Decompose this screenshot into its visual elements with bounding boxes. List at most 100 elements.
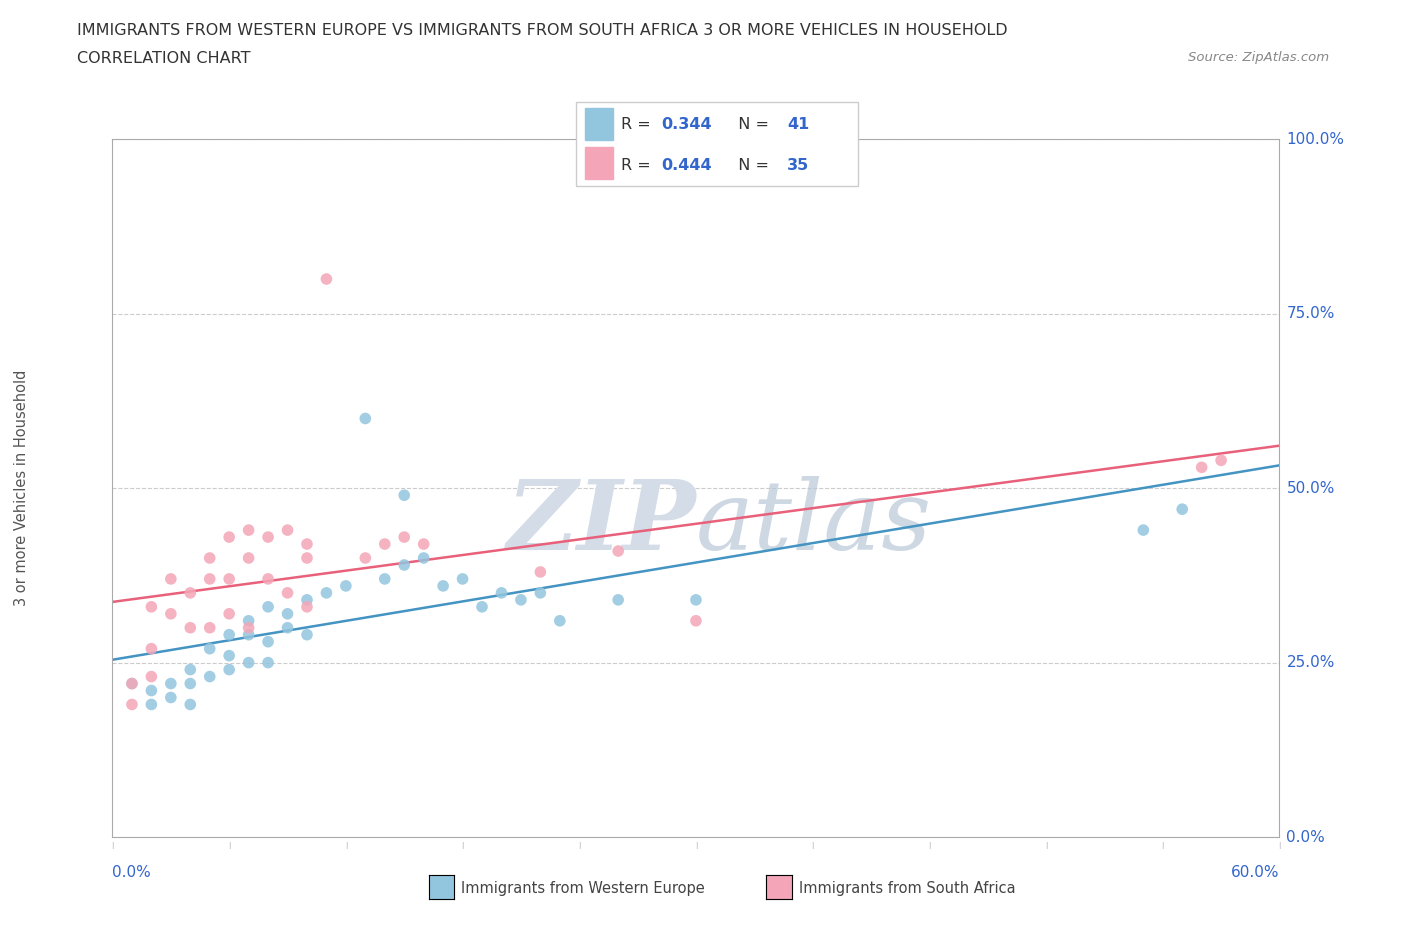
Point — [238, 523, 260, 538]
Point — [179, 676, 201, 691]
Point — [607, 543, 630, 558]
Point — [257, 600, 280, 615]
Point — [238, 655, 260, 670]
Point — [238, 614, 260, 629]
Point — [218, 628, 240, 643]
Text: |: | — [1045, 842, 1047, 849]
Point — [238, 551, 260, 565]
Text: Source: ZipAtlas.com: Source: ZipAtlas.com — [1188, 51, 1329, 64]
Point — [218, 530, 240, 545]
Text: 0.444: 0.444 — [661, 158, 711, 173]
Point — [295, 600, 318, 615]
Text: CORRELATION CHART: CORRELATION CHART — [77, 51, 250, 66]
Point — [295, 537, 318, 551]
Text: Immigrants from South Africa: Immigrants from South Africa — [799, 881, 1015, 896]
Point — [1171, 502, 1194, 517]
Point — [374, 537, 396, 551]
Point — [295, 592, 318, 607]
Point — [121, 676, 143, 691]
Point — [392, 558, 416, 573]
Point — [432, 578, 454, 593]
Point — [179, 586, 201, 601]
Point — [121, 676, 143, 691]
Point — [121, 698, 143, 712]
Text: |: | — [344, 842, 347, 849]
Point — [141, 642, 163, 657]
Bar — [585, 148, 613, 179]
Point — [257, 655, 280, 670]
Text: 50.0%: 50.0% — [1286, 481, 1334, 496]
Point — [198, 670, 221, 684]
Point — [218, 648, 240, 663]
Point — [238, 628, 260, 643]
Point — [141, 683, 163, 698]
Point — [160, 690, 183, 705]
Point — [160, 676, 183, 691]
Point — [451, 571, 474, 587]
Point — [257, 530, 280, 545]
Point — [257, 634, 280, 649]
Point — [160, 571, 183, 587]
Point — [179, 620, 201, 635]
Point — [238, 620, 260, 635]
Text: |: | — [928, 842, 931, 849]
Text: |: | — [695, 842, 697, 849]
Point — [392, 530, 416, 545]
Point — [491, 586, 513, 601]
Point — [198, 551, 221, 565]
Point — [1191, 460, 1213, 474]
Point — [529, 565, 551, 579]
Point — [198, 571, 221, 587]
Point — [607, 592, 630, 607]
Point — [218, 571, 240, 587]
Point — [548, 614, 571, 629]
Point — [509, 592, 531, 607]
Point — [160, 606, 183, 621]
Text: 0.0%: 0.0% — [1286, 830, 1326, 844]
Point — [1209, 453, 1232, 468]
Text: 3 or more Vehicles in Household: 3 or more Vehicles in Household — [14, 370, 28, 606]
Point — [295, 628, 318, 643]
Point — [276, 586, 298, 601]
Point — [354, 551, 377, 565]
Text: N =: N = — [728, 116, 775, 131]
Text: ZIP: ZIP — [506, 476, 696, 570]
Point — [198, 620, 221, 635]
Point — [295, 551, 318, 565]
Text: |: | — [578, 842, 581, 849]
Point — [1132, 523, 1154, 538]
Text: 0.344: 0.344 — [661, 116, 711, 131]
Text: |: | — [111, 842, 114, 849]
Point — [412, 551, 434, 565]
Text: |: | — [461, 842, 464, 849]
Text: |: | — [228, 842, 231, 849]
Point — [392, 488, 416, 503]
Point — [276, 523, 298, 538]
Point — [374, 571, 396, 587]
Point — [335, 578, 357, 593]
Point — [471, 600, 494, 615]
Text: R =: R = — [621, 116, 657, 131]
Point — [179, 698, 201, 712]
Point — [412, 537, 434, 551]
Text: |: | — [1161, 842, 1164, 849]
Point — [218, 606, 240, 621]
Text: IMMIGRANTS FROM WESTERN EUROPE VS IMMIGRANTS FROM SOUTH AFRICA 3 OR MORE VEHICLE: IMMIGRANTS FROM WESTERN EUROPE VS IMMIGR… — [77, 23, 1008, 38]
Point — [685, 592, 707, 607]
Text: |: | — [811, 842, 814, 849]
Text: Immigrants from Western Europe: Immigrants from Western Europe — [461, 881, 704, 896]
Text: atlas: atlas — [696, 476, 932, 570]
Text: 41: 41 — [787, 116, 810, 131]
Point — [257, 571, 280, 587]
Point — [685, 614, 707, 629]
Point — [276, 620, 298, 635]
Point — [141, 600, 163, 615]
Point — [529, 586, 551, 601]
Point — [218, 662, 240, 677]
Point — [315, 586, 337, 601]
Point — [276, 606, 298, 621]
Point — [179, 662, 201, 677]
Text: 0.0%: 0.0% — [112, 865, 152, 880]
Text: 75.0%: 75.0% — [1286, 306, 1334, 322]
Text: R =: R = — [621, 158, 657, 173]
